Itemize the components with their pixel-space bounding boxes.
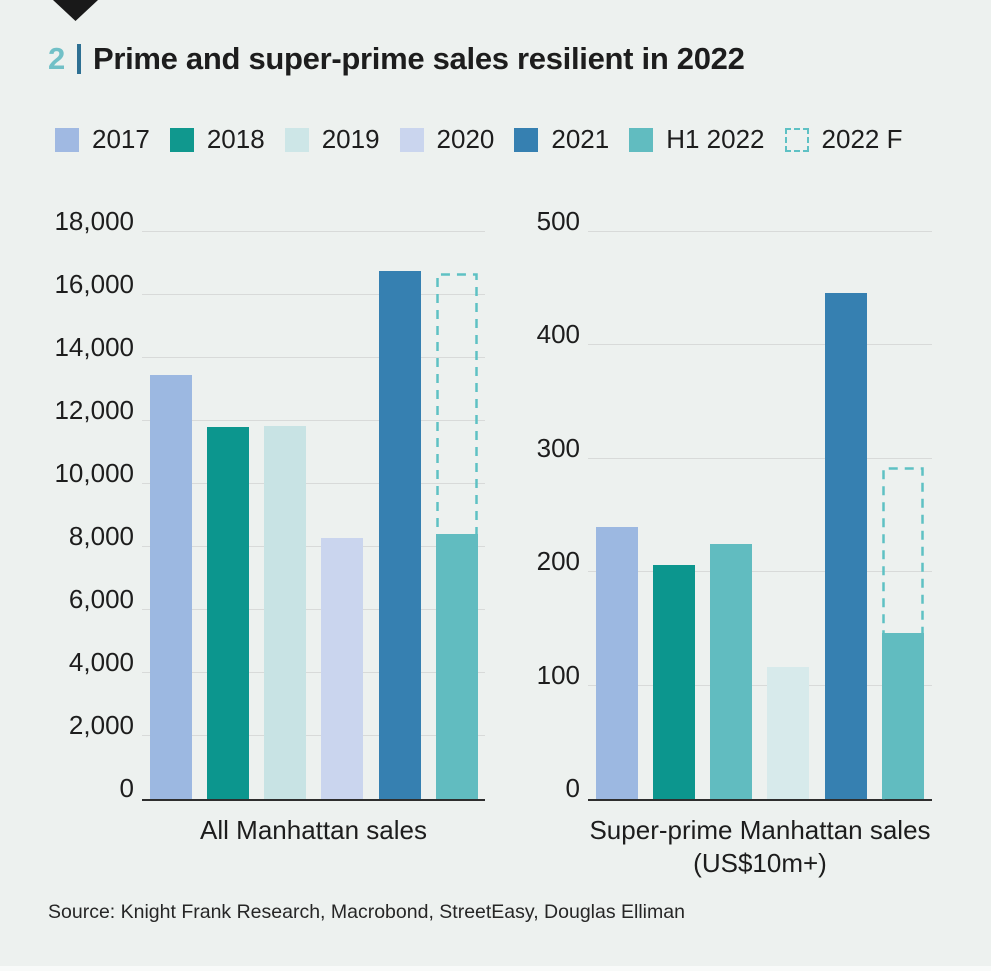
legend-label: H1 2022 (666, 124, 765, 154)
bar-2021 (824, 293, 867, 799)
bar-2018 (652, 565, 695, 799)
legend-swatch-icon (399, 127, 424, 152)
title-separator (76, 44, 81, 74)
gridline (142, 672, 485, 673)
page-edge (0, 966, 991, 971)
gridline (142, 357, 485, 358)
legend-swatch-icon (514, 127, 539, 152)
y-axis-tick-label: 16,000 (54, 269, 134, 300)
gridline (588, 344, 932, 346)
y-axis-tick-label: 6,000 (68, 584, 134, 615)
triangle-down-icon (53, 0, 98, 21)
legend-item-2019: 2019 (284, 124, 380, 155)
figure-title-row: 2 Prime and super-prime sales resilient … (48, 41, 745, 77)
legend-swatch-icon (55, 127, 79, 152)
gridline (142, 294, 485, 295)
y-axis-tick-label: 500 (536, 206, 580, 236)
legend-item-h1-2022: H1 2022 (629, 124, 765, 155)
legend-label: 2021 (551, 124, 610, 154)
forecast-swatch-icon (784, 127, 809, 152)
gridline (142, 546, 485, 547)
bar-2018 (206, 427, 249, 799)
legend-item-2021: 2021 (514, 124, 609, 155)
bar-chart-super-prime-manhattan-sales: 0 100 200 300 400 500 Super-prime Manhattan sa… (537, 208, 932, 878)
y-axis-tick-label: 300 (536, 432, 580, 463)
gridline (142, 483, 485, 484)
legend-label: 2020 (436, 124, 495, 154)
y-axis-tick-label: 8,000 (68, 521, 134, 552)
legend-label: 2022 F (821, 124, 903, 154)
x-axis-label: Super-prime Manhattan sales (US$10m+) (589, 815, 931, 878)
y-axis-tick-label: 4,000 (68, 647, 134, 678)
bar-chart-all-manhattan-sales: 0 2,000 4,000 6,000 8,000 10,000 12,000 14,000 1… (54, 208, 485, 845)
y-axis-tick-label: 400 (536, 319, 580, 350)
page-title: Prime and super-prime sales resilient in… (92, 41, 745, 76)
gridline (588, 231, 932, 232)
source-note: Source: Knight Frank Research, Macrobond… (48, 901, 685, 923)
bar-2021 (378, 271, 421, 799)
gridline (142, 609, 485, 610)
gridline (142, 735, 485, 736)
bar-2020 (767, 667, 810, 799)
bar-h1-2022 (882, 633, 924, 799)
legend-item-2020: 2020 (399, 124, 495, 155)
y-axis-tick-label: 100 (536, 659, 580, 690)
y-axis-tick-label: 0 (565, 773, 580, 803)
legend-label: 2017 (92, 124, 150, 154)
figure-number: 2 (48, 41, 65, 76)
bar-2020 (321, 537, 364, 799)
gridline (142, 420, 485, 421)
bar-2019 (710, 543, 753, 799)
gridline (588, 571, 932, 573)
legend-label: 2018 (206, 124, 265, 154)
x-axis-label: All Manhattan sales (200, 815, 427, 845)
legend-item-2017: 2017 (55, 124, 150, 155)
y-axis-tick-label: 0 (119, 773, 134, 803)
legend-swatch-icon (284, 127, 309, 152)
y-axis-tick-label: 14,000 (54, 332, 134, 362)
legend-swatch-icon (629, 127, 654, 152)
legend-item-2022-f: 2022 F (784, 124, 903, 155)
y-axis-tick-label: 2,000 (68, 710, 134, 741)
legend-label: 2019 (321, 124, 380, 154)
y-axis-tick-label: 200 (536, 546, 580, 577)
gridline (588, 684, 932, 686)
bar-2019 (264, 425, 307, 799)
legend-item-2018: 2018 (169, 124, 265, 155)
gridline (142, 231, 485, 232)
y-axis-tick-label: 18,000 (54, 206, 134, 236)
bar-h1-2022 (436, 534, 478, 799)
legend-swatch-icon (169, 127, 194, 152)
chart-legend: 2017 2018 2019 2020 2021 H1 2022 2022 F (55, 124, 902, 155)
gridline (588, 457, 932, 459)
y-axis-tick-label: 10,000 (54, 458, 134, 488)
bar-2017 (595, 526, 638, 799)
bar-2017 (149, 375, 192, 799)
y-axis-tick-label: 12,000 (54, 395, 134, 426)
